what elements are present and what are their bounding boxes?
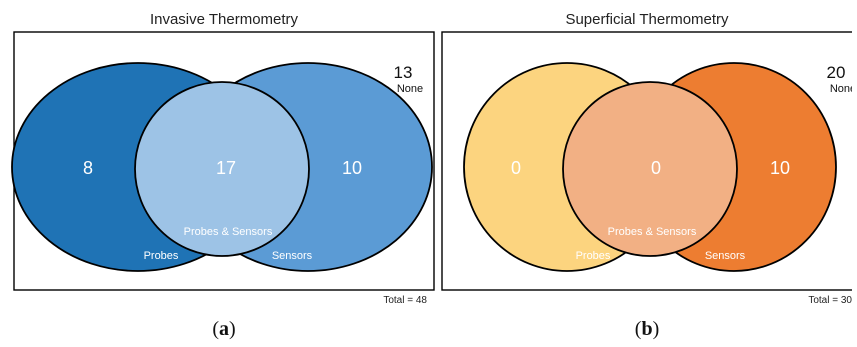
overlap-count: 17 (216, 158, 236, 178)
none-count: 20 (827, 63, 846, 82)
sensors-label: Sensors (705, 250, 746, 262)
overlap-label: Probes & Sensors (184, 226, 273, 238)
page-edge-mask (852, 0, 857, 347)
total-count: Total = 30 (808, 295, 852, 306)
panel-b-caption-letter: b (641, 318, 652, 340)
none-count: 13 (394, 63, 413, 82)
panel-b-title: Superficial Thermometry (565, 11, 729, 28)
panel-a-title: Invasive Thermometry (150, 11, 299, 28)
sensors-label: Sensors (272, 250, 313, 262)
none-label: None (830, 83, 856, 95)
total-count: Total = 48 (383, 295, 427, 306)
panel-b: Superficial Thermometry 0 0 10 Probes Pr… (441, 11, 857, 340)
probes-only-count: 0 (511, 158, 521, 178)
none-label: None (397, 83, 423, 95)
panel-b-caption: (b) (635, 318, 659, 340)
panel-a-caption-letter: a (219, 318, 229, 340)
overlap-count: 0 (651, 158, 661, 178)
sensors-only-count: 10 (342, 158, 362, 178)
probes-only-count: 8 (83, 158, 93, 178)
overlap-label: Probes & Sensors (608, 226, 697, 238)
overlap-circle (134, 81, 310, 257)
sensors-only-count: 10 (770, 158, 790, 178)
probes-label: Probes (576, 250, 611, 262)
panel-b-frame (441, 31, 857, 291)
overlap-circle (562, 81, 738, 257)
probes-label: Probes (144, 250, 179, 262)
panel-a-caption: (a) (212, 318, 235, 340)
panel-a: Invasive Thermometry 8 17 10 Probes Prob… (11, 11, 435, 340)
